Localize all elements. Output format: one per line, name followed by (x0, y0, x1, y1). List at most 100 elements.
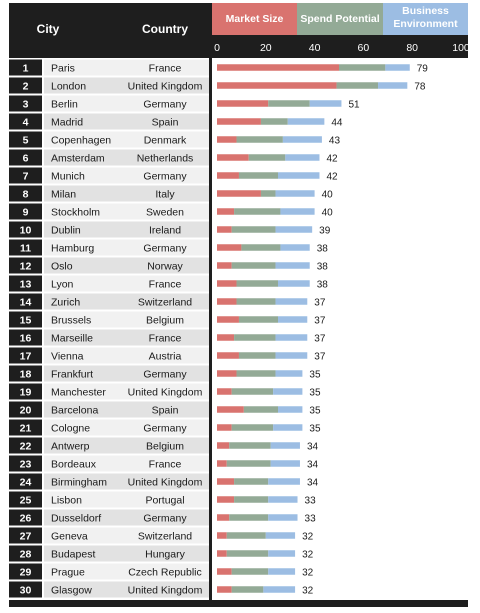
rank-number: 29 (20, 567, 32, 579)
table-row: 16 Marseille France 37 (9, 329, 326, 346)
row-background (44, 131, 209, 148)
row-background (44, 239, 209, 256)
bar-segment-market-size (217, 118, 261, 125)
bar-segment-spend-potential (236, 280, 278, 287)
rank-number: 12 (20, 261, 32, 273)
country-name: Denmark (144, 135, 187, 147)
row-background (44, 365, 209, 382)
rank-number: 14 (20, 297, 32, 309)
table-row: 22 Antwerp Belgium 34 (9, 437, 319, 454)
bar-segment-spend-potential (236, 136, 283, 143)
row-background (44, 563, 209, 580)
bar-segment-market-size (217, 442, 230, 449)
city-name: Barcelona (51, 405, 98, 417)
city-name: Zurich (51, 297, 80, 309)
total-score-label: 37 (314, 298, 326, 309)
rank-number: 18 (20, 369, 32, 381)
rank-cell (9, 149, 42, 166)
country-name: Switzerland (138, 531, 192, 543)
total-score-label: 38 (317, 244, 329, 255)
bar-segment-market-size (217, 172, 239, 179)
bar-segment-market-size (217, 280, 237, 287)
row-background (44, 149, 209, 166)
x-tick-label-40: 40 (309, 42, 321, 54)
country-name: Spain (152, 405, 179, 417)
row-background (44, 527, 209, 544)
bar-segment-spend-potential (226, 532, 266, 539)
country-name: Spain (152, 117, 179, 129)
table-row: 30 Glasgow United Kingdom 32 (9, 581, 314, 598)
country-name: Germany (143, 369, 187, 381)
table-header-background (9, 3, 209, 58)
table-row: 28 Budapest Hungary 32 (9, 545, 314, 562)
table-row: 20 Barcelona Spain 35 (9, 401, 321, 418)
bar-segment-market-size (217, 370, 237, 377)
rank-number: 10 (20, 225, 32, 237)
total-score-label: 44 (331, 118, 343, 129)
rank-number: 4 (23, 117, 29, 129)
total-score-label: 40 (322, 190, 334, 201)
row-background (44, 95, 209, 112)
bar-segment-market-size (217, 334, 235, 341)
table-row: 15 Brussels Belgium 37 (9, 311, 326, 328)
bar-segment-business-environment (275, 262, 310, 269)
total-score-label: 40 (322, 208, 334, 219)
city-name: Munich (51, 171, 85, 183)
table-footer-bar (9, 600, 209, 607)
country-name: Germany (143, 513, 187, 525)
row-background (44, 167, 209, 184)
city-name: Berlin (51, 99, 78, 111)
bar-segment-market-size (217, 514, 230, 521)
row-background (44, 437, 209, 454)
city-name: Dublin (51, 225, 81, 237)
country-name: Germany (143, 99, 187, 111)
legend: Market Size Spend Potential BusinessEnviro… (212, 3, 468, 35)
bar-segment-business-environment (278, 406, 303, 413)
total-score-label: 39 (319, 226, 331, 237)
bar-segment-market-size (217, 496, 235, 503)
city-name: Glasgow (51, 585, 92, 597)
table-row: 11 Hamburg Germany 38 (9, 239, 329, 256)
rank-cell (9, 473, 42, 490)
bar-segment-business-environment (268, 496, 298, 503)
data-rows: 1 Paris France 792 London United Kingdom 783 Be… (9, 59, 428, 598)
city-name: Manchester (51, 387, 106, 399)
rank-cell (9, 347, 42, 364)
bar-segment-spend-potential (339, 64, 386, 71)
bar-segment-market-size (217, 388, 232, 395)
city-name: Marseille (51, 333, 93, 345)
rank-number: 13 (20, 279, 32, 291)
rank-number: 25 (20, 495, 32, 507)
rank-number: 22 (20, 441, 32, 453)
row-background (44, 347, 209, 364)
table-row: 21 Cologne Germany 35 (9, 419, 321, 436)
bar-segment-business-environment (275, 190, 315, 197)
city-name: Copenhagen (51, 135, 111, 147)
city-name: Antwerp (51, 441, 90, 453)
country-name: Italy (155, 189, 175, 201)
table-row: 4 Madrid Spain 44 (9, 113, 343, 130)
bar-segment-spend-potential (231, 388, 274, 395)
bar-segment-business-environment (275, 352, 308, 359)
rank-number: 7 (23, 171, 29, 183)
x-tick-label-20: 20 (260, 42, 272, 54)
country-name: France (149, 333, 182, 345)
rank-number: 21 (20, 423, 32, 435)
country-name: United Kingdom (128, 81, 203, 93)
country-name: Germany (143, 243, 187, 255)
row-background (44, 293, 209, 310)
rank-cell (9, 329, 42, 346)
rank-number: 30 (20, 585, 32, 597)
x-tick-label-60: 60 (358, 42, 370, 54)
city-name: Bordeaux (51, 459, 97, 471)
table-row: 18 Frankfurt Germany 35 (9, 365, 321, 382)
column-divider (209, 3, 212, 607)
rank-number: 16 (20, 333, 32, 345)
table-row: 10 Dublin Ireland 39 (9, 221, 331, 238)
bar-segment-spend-potential (226, 460, 271, 467)
table-row: 5 Copenhagen Denmark 43 (9, 131, 340, 148)
total-score-label: 32 (302, 532, 314, 543)
city-name: Frankfurt (51, 369, 93, 381)
total-score-label: 35 (309, 424, 321, 435)
city-name: Hamburg (51, 243, 94, 255)
